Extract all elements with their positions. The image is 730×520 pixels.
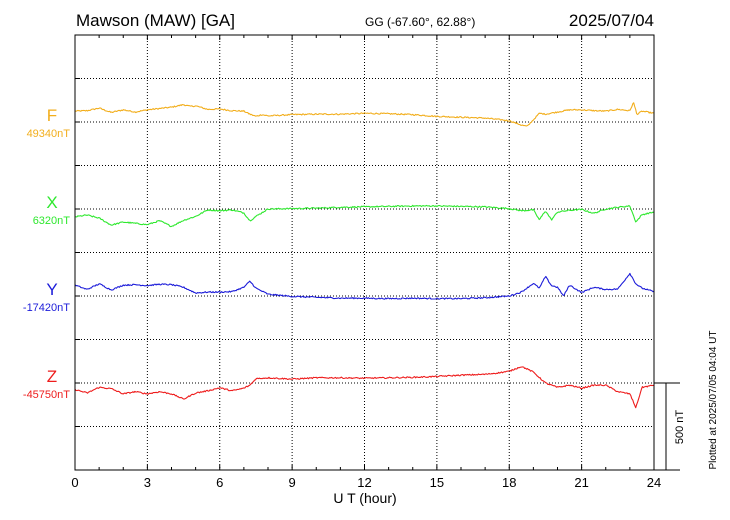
x-tick-label: 3 bbox=[144, 475, 151, 490]
x-tick-label: 24 bbox=[647, 475, 661, 490]
trace-x bbox=[74, 204, 655, 228]
date-label: 2025/07/04 bbox=[569, 11, 654, 30]
coordinates-label: GG (-67.60°, 62.88°) bbox=[365, 15, 475, 29]
series-baseline-y: -17420nT bbox=[23, 302, 70, 314]
x-tick-label: 0 bbox=[71, 475, 78, 490]
series-labels: F 49340nT X 6320nT Y -17420nT Z -45750nT bbox=[23, 106, 70, 401]
scale-bar: 500 nT bbox=[654, 382, 686, 471]
trace-f bbox=[74, 102, 654, 127]
series-baseline-f: 49340nT bbox=[27, 128, 71, 140]
series-name-y: Y bbox=[46, 280, 57, 299]
x-tick-label: 18 bbox=[502, 475, 516, 490]
plotted-note: Plotted at 2025/07/05 04:04 UT bbox=[708, 331, 719, 470]
series-name-x: X bbox=[46, 193, 57, 212]
x-tick-label: 12 bbox=[357, 475, 371, 490]
x-tick-label: 6 bbox=[216, 475, 223, 490]
trace-z bbox=[74, 366, 655, 409]
trace-y bbox=[74, 272, 655, 300]
scale-bar-label: 500 nT bbox=[674, 410, 686, 445]
traces bbox=[74, 102, 655, 409]
series-baseline-x: 6320nT bbox=[33, 215, 71, 227]
xaxis-title: U T (hour) bbox=[333, 490, 396, 506]
station-title: Mawson (MAW) [GA] bbox=[76, 11, 235, 30]
grid bbox=[75, 35, 654, 470]
series-name-z: Z bbox=[47, 367, 57, 386]
x-tick-label: 21 bbox=[574, 475, 588, 490]
x-tick-label: 9 bbox=[289, 475, 296, 490]
series-name-f: F bbox=[47, 106, 57, 125]
series-baseline-z: -45750nT bbox=[23, 389, 70, 401]
x-axis: 0 3 6 9 12 15 18 21 24 bbox=[71, 35, 661, 490]
x-tick-label: 15 bbox=[430, 475, 444, 490]
